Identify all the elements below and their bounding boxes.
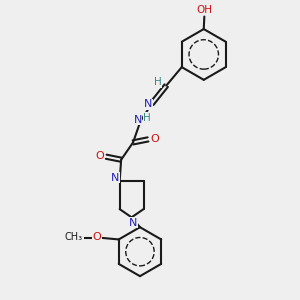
Text: N: N — [129, 218, 137, 228]
Text: H: H — [143, 113, 151, 123]
Text: CH₃: CH₃ — [65, 232, 83, 242]
Text: N: N — [111, 172, 119, 183]
Text: O: O — [95, 151, 104, 161]
Text: O: O — [93, 232, 101, 242]
Text: H: H — [154, 77, 162, 87]
Text: OH: OH — [196, 5, 213, 15]
Text: N: N — [144, 99, 152, 109]
Text: O: O — [150, 134, 159, 143]
Text: N: N — [134, 115, 142, 125]
